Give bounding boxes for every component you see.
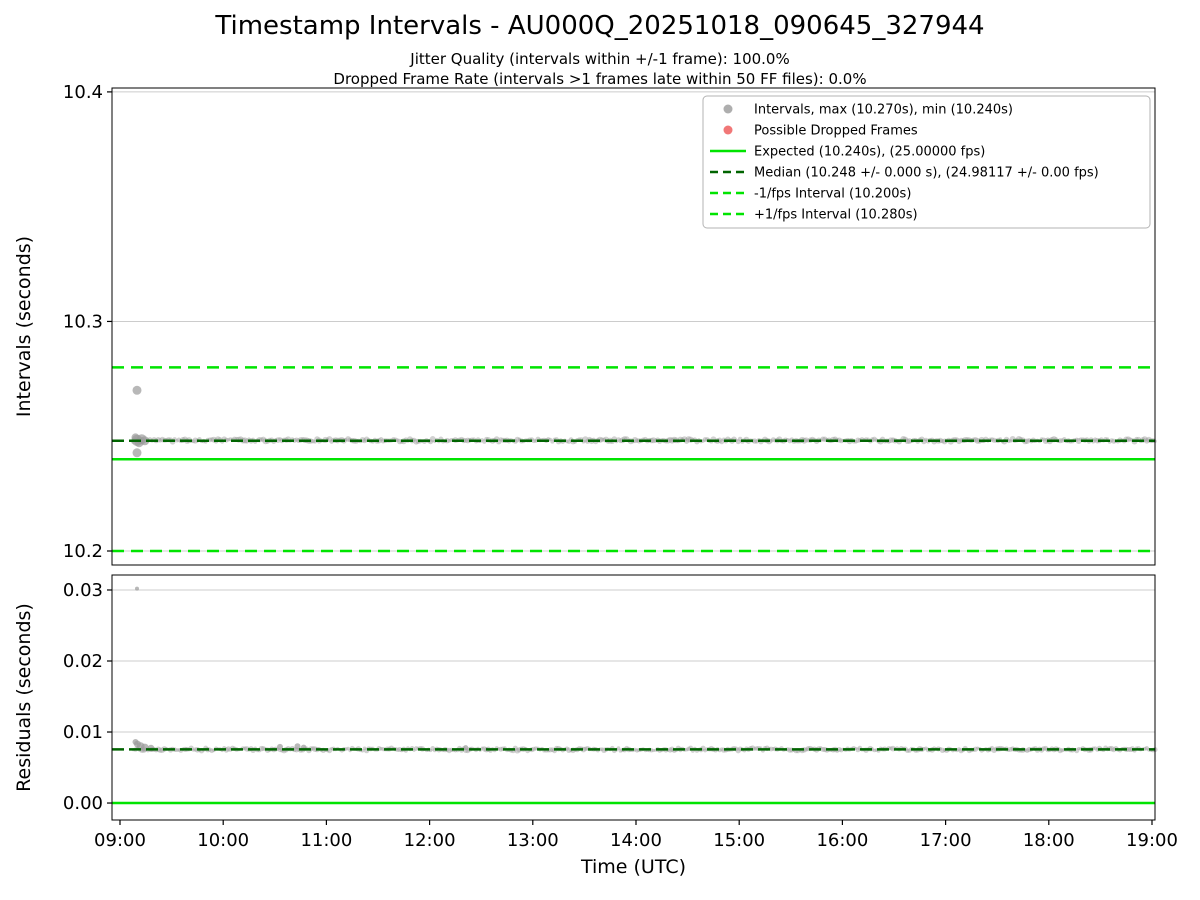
legend-label: Expected (10.240s), (25.00000 fps) xyxy=(754,145,985,160)
y-axis-label: Residuals (seconds) xyxy=(13,603,35,792)
scatter-point xyxy=(132,448,142,458)
y-tick-label: 0.00 xyxy=(63,793,103,814)
x-tick-label: 15:00 xyxy=(713,830,765,851)
y-tick-label: 0.01 xyxy=(63,722,103,743)
scatter-point xyxy=(132,385,142,395)
scatter-point xyxy=(140,436,150,446)
scatter-point xyxy=(294,743,301,750)
x-tick-label: 10:00 xyxy=(197,830,249,851)
x-tick-label: 19:00 xyxy=(1126,830,1178,851)
x-tick-label: 12:00 xyxy=(404,830,456,851)
x-tick-label: 18:00 xyxy=(1023,830,1075,851)
y-tick-label: 0.03 xyxy=(63,580,103,601)
x-tick-label: 17:00 xyxy=(920,830,972,851)
y-tick-label: 0.02 xyxy=(63,651,103,672)
legend-label: +1/fps Interval (10.280s) xyxy=(754,208,918,223)
axes-spine xyxy=(111,87,1156,566)
x-tick-label: 13:00 xyxy=(507,830,559,851)
chart-title: Timestamp Intervals - AU000Q_20251018_09… xyxy=(215,11,985,41)
x-axis-label: Time (UTC) xyxy=(580,856,686,878)
scatter-point xyxy=(463,745,469,751)
y-tick-label: 10.4 xyxy=(63,82,103,103)
intervals-axes: 10.2 10.3 10.4 Intervals (seconds) xyxy=(13,82,1157,566)
y-axis-label: Intervals (seconds) xyxy=(13,236,35,417)
legend-label: Intervals, max (10.270s), min (10.240s) xyxy=(754,103,1013,118)
legend-label: Possible Dropped Frames xyxy=(754,124,918,139)
legend-label: Median (10.248 +/- 0.000 s), (24.98117 +… xyxy=(754,166,1099,181)
x-tick-label: 09:00 xyxy=(94,830,146,851)
legend-box xyxy=(702,95,1151,229)
x-tick-label: 14:00 xyxy=(610,830,662,851)
scatter-point xyxy=(135,586,139,591)
legend: Intervals, max (10.270s), min (10.240s) P… xyxy=(702,95,1151,229)
x-tick-label: 16:00 xyxy=(816,830,868,851)
axes-spine xyxy=(111,574,1156,821)
y-tick-label: 10.3 xyxy=(63,311,103,332)
legend-label: -1/fps Interval (10.200s) xyxy=(754,187,911,202)
legend-marker-dot xyxy=(723,104,733,114)
y-tick-label: 10.2 xyxy=(63,541,103,562)
residuals-axes: 0.00 0.01 0.02 0.03 Residuals (seconds) xyxy=(13,574,1158,821)
chart-subtitle-dropped: Dropped Frame Rate (intervals >1 frames … xyxy=(333,70,867,88)
x-tick-label: 11:00 xyxy=(300,830,352,851)
legend-marker-dot xyxy=(723,125,733,135)
chart-subtitle-jitter: Jitter Quality (intervals within +/-1 fr… xyxy=(410,50,790,68)
scatter-point xyxy=(277,743,283,750)
